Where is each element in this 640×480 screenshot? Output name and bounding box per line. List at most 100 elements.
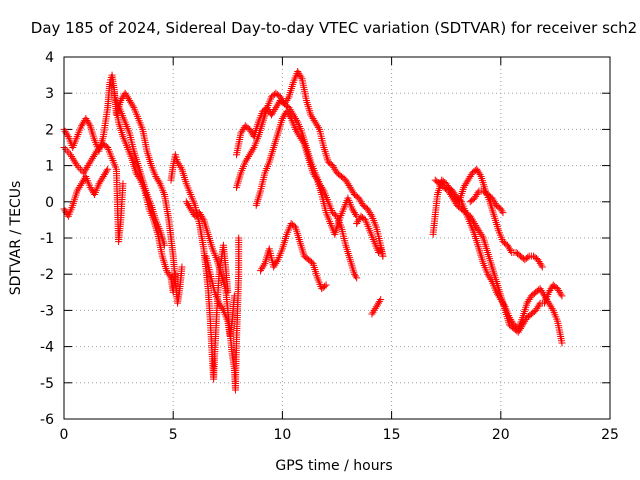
data-point [80,169,88,177]
data-point [478,232,486,240]
data-point [285,104,293,112]
data-point [126,96,134,104]
data-point [75,163,83,171]
data-point [507,315,515,323]
data-point [450,189,458,197]
data-point [92,149,100,157]
data-point [307,111,315,119]
data-point [461,182,469,190]
data-point [97,176,105,184]
data-point [284,95,292,103]
data-point [489,196,497,204]
data-point [77,180,85,188]
data-point [538,263,546,271]
x-tick-label: 0 [60,427,69,443]
data-point [377,296,385,304]
data-point [279,113,287,121]
data-point [499,299,507,307]
data-point [537,286,545,294]
data-point [278,96,286,104]
data-point [121,89,129,97]
data-point [119,180,127,188]
data-point [296,71,304,79]
data-point [79,120,87,128]
data-points [60,67,566,394]
data-point [313,122,321,130]
data-point [215,299,223,307]
data-point [466,172,474,180]
data-point [474,167,482,175]
data-point [163,267,171,275]
data-point [272,104,280,112]
x-tick-label: 25 [601,427,619,443]
data-point [83,163,91,171]
data-point [127,98,135,106]
y-tick-label: -6 [40,412,54,428]
y-tick-label: -5 [40,376,54,392]
data-point [508,317,516,325]
data-point [175,160,183,168]
data-point [374,299,382,307]
data-point [86,183,94,191]
data-point [329,162,337,170]
data-point [294,67,302,75]
data-point [364,205,372,213]
y-tick-label: -3 [40,303,54,319]
data-point [506,314,514,322]
data-point [283,107,291,115]
data-point [558,339,566,347]
data-point [460,183,468,191]
data-point [487,276,495,284]
data-point [498,207,506,215]
x-tick-labels: 0 5 10 15 20 25 [60,427,619,443]
data-point [309,115,317,123]
data-point [379,252,387,260]
data-point [103,167,111,175]
data-point [80,176,88,184]
data-point [500,301,508,309]
data-point [497,296,505,304]
data-point [354,218,362,226]
data-point [533,305,541,313]
data-point [235,234,243,242]
data-point [75,183,83,191]
data-point [485,272,493,280]
data-point [370,306,378,314]
y-tick-labels: -6 -5 -4 -3 -2 -1 0 1 2 3 4 [40,50,54,428]
data-point [152,172,160,180]
data-point [122,91,130,99]
data-point [494,290,502,298]
data-point [348,187,356,195]
y-tick-label: 2 [45,122,54,138]
data-point [349,207,357,215]
data-point [497,205,505,213]
data-point [284,109,292,117]
data-point [546,301,554,309]
data-point [84,162,92,170]
data-point [465,174,473,182]
data-point [82,115,90,123]
series-track-2 [60,165,112,220]
data-point [273,258,281,266]
data-point [248,147,256,155]
data-point [199,214,207,222]
data-point [164,268,172,276]
y-tick-label: -1 [40,231,54,247]
data-point [245,153,253,161]
data-point [310,171,318,179]
data-point [535,301,543,309]
data-point [247,127,255,135]
data-point [507,247,515,255]
data-point [276,93,284,101]
tick-marks [63,56,611,420]
data-point [271,261,279,269]
data-point [353,274,361,282]
data-point [310,116,318,124]
data-point [278,115,286,123]
data-point [312,120,320,128]
series-track-1 [60,140,127,246]
data-point [171,270,179,278]
data-point [499,209,507,217]
y-tick-label: -4 [40,340,54,356]
data-point [69,154,77,162]
